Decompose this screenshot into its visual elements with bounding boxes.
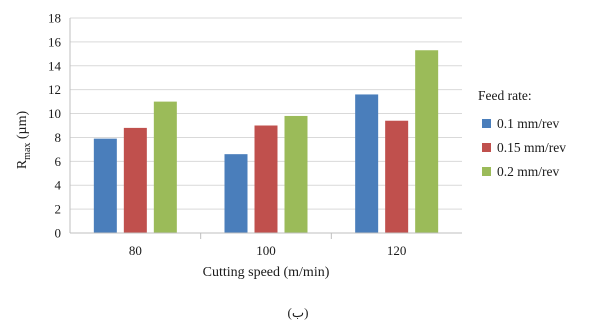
x-tick-label: 100 xyxy=(256,243,276,258)
legend-swatch-3 xyxy=(482,167,491,176)
legend: 0.1 mm/rev 0.15 mm/rev 0.2 mm/rev xyxy=(482,116,566,179)
legend-title: Feed rate: xyxy=(478,88,532,103)
y-tick-label: 6 xyxy=(55,154,62,169)
y-tick-label: 8 xyxy=(55,130,62,145)
legend-entry-1: 0.1 mm/rev xyxy=(497,116,559,131)
x-tick-label: 120 xyxy=(387,243,407,258)
bar-120-series-1 xyxy=(355,94,379,233)
figure-caption: (ب) xyxy=(288,305,309,320)
y-axis-label: Rmax (µm) xyxy=(15,110,33,169)
bar-80-series-1 xyxy=(93,138,117,233)
legend-entry-2: 0.15 mm/rev xyxy=(497,140,566,155)
y-tick-label: 4 xyxy=(55,178,62,193)
y-tick-labels: 0 2 4 6 8 10 12 14 16 18 xyxy=(48,11,62,241)
x-tick-label: 80 xyxy=(129,243,142,258)
y-axis-label-subscript: max xyxy=(22,143,33,160)
legend-swatch-2 xyxy=(482,143,491,152)
x-axis-label: Cutting speed (m/min) xyxy=(203,265,330,280)
y-tick-label: 18 xyxy=(48,11,61,26)
x-tick-labels: 80 100 120 xyxy=(129,243,407,258)
bar-120-series-2 xyxy=(385,120,409,233)
y-tick-label: 14 xyxy=(48,58,62,73)
y-tick-label: 0 xyxy=(55,226,62,241)
y-tick-label: 12 xyxy=(48,82,61,97)
bar-120-series-3 xyxy=(415,50,439,233)
bar-100-series-1 xyxy=(224,154,248,233)
bar-100-series-3 xyxy=(284,115,308,233)
legend-entry-3: 0.2 mm/rev xyxy=(497,164,559,179)
legend-swatch-1 xyxy=(482,119,491,128)
bars xyxy=(93,50,439,233)
axes xyxy=(69,18,462,239)
bar-80-series-2 xyxy=(123,127,147,233)
y-axis-label-main: R xyxy=(15,159,30,169)
y-axis-label-unit: (µm) xyxy=(15,110,30,142)
y-tick-label: 16 xyxy=(48,34,62,49)
bar-100-series-2 xyxy=(254,125,278,233)
y-tick-label: 2 xyxy=(55,202,62,217)
y-tick-label: 10 xyxy=(48,106,61,121)
bar-80-series-3 xyxy=(153,101,177,233)
